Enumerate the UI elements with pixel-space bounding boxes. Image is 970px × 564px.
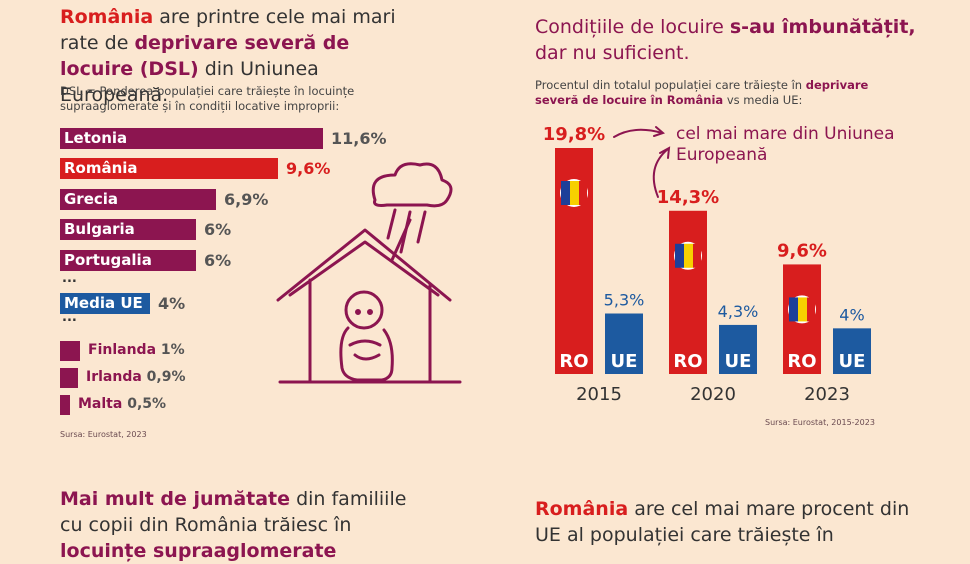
year-label: 2023 bbox=[804, 384, 850, 405]
house-illustration bbox=[276, 162, 462, 384]
ro-vs-ue-chart: RO 19,8% UE 5,3% 2015 RO 14,3% UE 4,3% 2020 RO 9,6%… bbox=[543, 124, 871, 405]
annotation-arrows bbox=[613, 126, 671, 198]
bar-value-label: 9,6% bbox=[777, 240, 827, 261]
bar-series-label: UE bbox=[839, 351, 866, 372]
bar-ue-2020 bbox=[719, 324, 757, 374]
bar-value: 6% bbox=[204, 220, 232, 239]
left-source: Sursa: Eurostat, 2023 bbox=[60, 430, 147, 439]
bar-value-label: 14,3% bbox=[657, 187, 719, 208]
bar-value: 4% bbox=[158, 294, 186, 313]
bar-media-ue: Media UE bbox=[60, 293, 150, 314]
flag-blue bbox=[675, 243, 684, 268]
flag-yellow bbox=[570, 181, 579, 205]
bar-series-label: RO bbox=[673, 351, 702, 372]
small-bar-label: Malta 0,5% bbox=[78, 396, 167, 412]
bar-value-label: 19,8% bbox=[543, 124, 605, 145]
left-headline: România are printre cele mai mari rate d… bbox=[60, 6, 396, 106]
bar-value: 6,9% bbox=[224, 190, 269, 209]
ellipsis: ... bbox=[62, 271, 77, 286]
headline-romania: România bbox=[60, 6, 154, 28]
year-label: 2015 bbox=[576, 384, 622, 405]
small-bar-label: Finlanda 1% bbox=[88, 342, 185, 358]
bottom-right-text: România are cel mai mare procent din UE … bbox=[535, 498, 910, 546]
flag-yellow bbox=[798, 297, 807, 322]
bar-value: 11,6% bbox=[331, 129, 387, 148]
bar-value: 9,6% bbox=[286, 159, 331, 178]
cloud-icon bbox=[371, 162, 453, 208]
bar-ro-2020 bbox=[669, 210, 707, 374]
small-bar-label: Irlanda 0,9% bbox=[86, 369, 186, 385]
bar-malta bbox=[60, 395, 70, 415]
bar-series-label: RO bbox=[559, 351, 588, 372]
bar-ue-2023 bbox=[833, 328, 871, 374]
bar-grecia: Grecia bbox=[60, 189, 216, 210]
dsl-bar-chart: Letonia 11,6% România 9,6% Grecia 6,9% Bulgari… bbox=[0, 0, 480, 440]
year-label: 2020 bbox=[690, 384, 736, 405]
bar-portugalia: Portugalia bbox=[60, 250, 196, 271]
flag-red bbox=[693, 243, 701, 268]
flag-blue bbox=[789, 297, 798, 322]
bar-series-label: UE bbox=[611, 351, 638, 372]
bar-irlanda bbox=[60, 368, 78, 388]
bar-value-label: 5,3% bbox=[604, 291, 645, 310]
bar-românia: România bbox=[60, 158, 278, 179]
bar-bulgaria: Bulgaria bbox=[60, 219, 196, 240]
right-subtitle: Procentul din totalul populației care tr… bbox=[535, 78, 869, 107]
bottom-left-text: Mai mult de jumătate din familiile cu co… bbox=[60, 488, 407, 562]
flag-red bbox=[807, 297, 815, 322]
bar-finlanda bbox=[60, 341, 80, 361]
bar-ue-2015 bbox=[605, 313, 643, 374]
right-headline: Condițiile de locuire s-au îmbunătățit, … bbox=[535, 16, 916, 64]
bar-value-label: 4% bbox=[839, 305, 864, 324]
dsl-definition: DSL = Ponderea populației care trăiește … bbox=[60, 84, 355, 113]
right-source: Sursa: Eurostat, 2015-2023 bbox=[765, 418, 875, 427]
annotation-text: cel mai mare din Uniunea Europeană bbox=[676, 124, 895, 165]
bar-series-label: RO bbox=[787, 351, 816, 372]
bar-letonia: Letonia bbox=[60, 128, 323, 149]
flag-blue bbox=[561, 181, 570, 205]
roof-icon bbox=[276, 228, 452, 302]
flag-yellow bbox=[684, 243, 693, 268]
bar-value: 6% bbox=[204, 251, 232, 270]
bar-series-label: UE bbox=[725, 351, 752, 372]
ellipsis: ... bbox=[62, 310, 77, 325]
bar-value-label: 4,3% bbox=[718, 302, 759, 321]
flag-red bbox=[579, 181, 587, 205]
